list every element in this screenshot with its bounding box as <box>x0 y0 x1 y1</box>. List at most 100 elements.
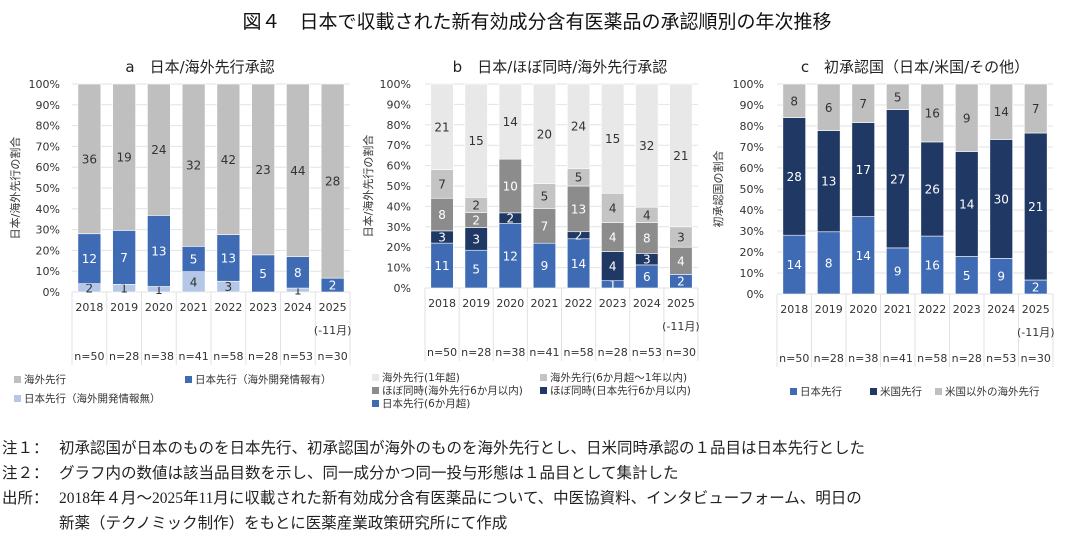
data-label: 16 <box>925 259 940 273</box>
data-label: 28 <box>787 170 802 184</box>
data-label: 17 <box>856 163 871 177</box>
data-label: 2 <box>472 198 480 212</box>
data-label: 4 <box>190 275 198 289</box>
y-tick-label: 70% <box>387 139 411 152</box>
x-tick-label: 2024 <box>284 301 312 314</box>
x-tick-label: 2020 <box>849 303 877 316</box>
y-tick-label: 80% <box>387 119 411 132</box>
bar-segment <box>782 83 806 118</box>
data-label: 2 <box>575 229 583 243</box>
legend-label: 日本先行（海外開発情報有） <box>195 373 332 386</box>
data-label: 3 <box>677 231 685 245</box>
y-tick-label: 90% <box>387 98 411 111</box>
legend-swatch <box>540 374 547 381</box>
data-label: 5 <box>894 90 902 104</box>
y-tick-label: 70% <box>740 141 764 154</box>
y-tick-label: 50% <box>740 183 764 196</box>
y-tick-label: 80% <box>36 120 60 133</box>
data-label: 8 <box>438 208 446 222</box>
data-label: 3 <box>225 280 233 294</box>
data-label: 14 <box>959 198 974 212</box>
y-tick-label: 60% <box>387 160 411 173</box>
y-tick-label: 70% <box>36 140 60 153</box>
data-label: 4 <box>609 231 617 245</box>
data-label: 8 <box>643 231 651 245</box>
y-tick-label: 50% <box>387 180 411 193</box>
data-label: 7 <box>438 177 446 191</box>
legend-label: 米国先行 <box>880 385 922 398</box>
data-label: 24 <box>571 120 586 134</box>
figure-title: 図４ 日本で収載された新有効成分含有医薬品の承認順別の年次推移 <box>242 11 832 33</box>
x-tick-label: 2018 <box>428 297 456 310</box>
y-tick-label: 10% <box>36 265 60 278</box>
n-label: n=50 <box>779 352 809 365</box>
legend-label: 日本先行 <box>800 385 842 398</box>
data-label: 2 <box>472 214 480 228</box>
legend-swatch <box>935 388 942 395</box>
chart-title: c 初承認国（日本/米国/その他） <box>801 58 1029 76</box>
data-label: 4 <box>609 201 617 215</box>
bar-segment <box>147 83 171 216</box>
x-tick-label: 2019 <box>815 303 843 316</box>
legend-label: 日本先行（海外開発情報無） <box>24 392 161 405</box>
n-label: n=58 <box>213 350 243 363</box>
n-label: n=30 <box>318 350 348 363</box>
y-tick-label: 90% <box>740 99 764 112</box>
charts-area: a 日本/海外先行承認0%10%20%30%40%50%60%70%80%90%… <box>8 58 1055 410</box>
n-label: n=53 <box>986 352 1016 365</box>
data-label: 2 <box>677 275 685 289</box>
legend-swatch <box>372 387 379 394</box>
y-tick-label: 90% <box>36 99 60 112</box>
bar-segment <box>955 83 979 152</box>
note-label: 注１： <box>2 440 49 457</box>
y-tick-label: 40% <box>740 204 764 217</box>
chart-title: b 日本/ほぼ同時/海外先行承認 <box>453 58 668 76</box>
x-tick-note: (-11月) <box>662 320 700 333</box>
x-tick-label: 2020 <box>496 297 524 310</box>
data-label: 7 <box>1032 102 1040 116</box>
legend-swatch <box>185 376 192 383</box>
bar-segment <box>886 83 910 110</box>
data-label: 36 <box>82 152 97 166</box>
x-tick-label: 2019 <box>462 297 490 310</box>
x-tick-note: (-11月) <box>314 324 352 337</box>
n-label: n=28 <box>952 352 982 365</box>
bar-segment <box>601 83 625 194</box>
x-tick-label: 2023 <box>953 303 981 316</box>
n-label: n=28 <box>109 350 139 363</box>
note-text: 初承認国が日本のものを日本先行、初承認国が海外のものを海外先行とし、日米同時承認… <box>59 440 866 457</box>
legend-label: 海外先行(1年超) <box>382 371 460 384</box>
data-label: 7 <box>120 251 128 265</box>
data-label: 2 <box>506 212 514 226</box>
data-label: 14 <box>571 257 586 271</box>
data-label: 9 <box>541 259 549 273</box>
x-tick-label: 2023 <box>249 301 277 314</box>
x-tick-label: 2020 <box>145 301 173 314</box>
bar-segment <box>320 83 345 279</box>
legend-swatch <box>540 387 547 394</box>
data-label: 12 <box>82 252 97 266</box>
bar-segment <box>216 83 241 235</box>
bar-segment <box>920 83 944 143</box>
data-label: 5 <box>259 267 267 281</box>
n-label: n=30 <box>1021 352 1051 365</box>
legend-label: 日本先行(6か月超) <box>382 397 470 410</box>
legend-swatch <box>372 400 379 407</box>
y-tick-label: 0% <box>747 288 764 301</box>
data-label: 32 <box>186 159 201 173</box>
bar-segment <box>669 83 693 228</box>
n-label: n=38 <box>495 346 525 359</box>
y-tick-label: 0% <box>43 286 60 299</box>
bar-segment <box>181 83 206 247</box>
source-note: 出所： 2018年４月～2025年11月に収載された新有効成分含有医薬品について、… <box>2 486 862 508</box>
n-label: n=28 <box>814 352 844 365</box>
bar-segment <box>251 83 275 256</box>
y-axis-label: 日本/海外先行の割合 <box>361 135 375 238</box>
data-label: 7 <box>859 97 867 111</box>
legend-label: ほぼ同時(海外先行6か月以内) <box>382 384 523 397</box>
data-label: 16 <box>925 106 940 120</box>
bar-segment <box>1024 83 1048 134</box>
bar-segment <box>430 83 454 170</box>
data-label: 21 <box>434 120 449 134</box>
n-label: n=50 <box>74 350 104 363</box>
